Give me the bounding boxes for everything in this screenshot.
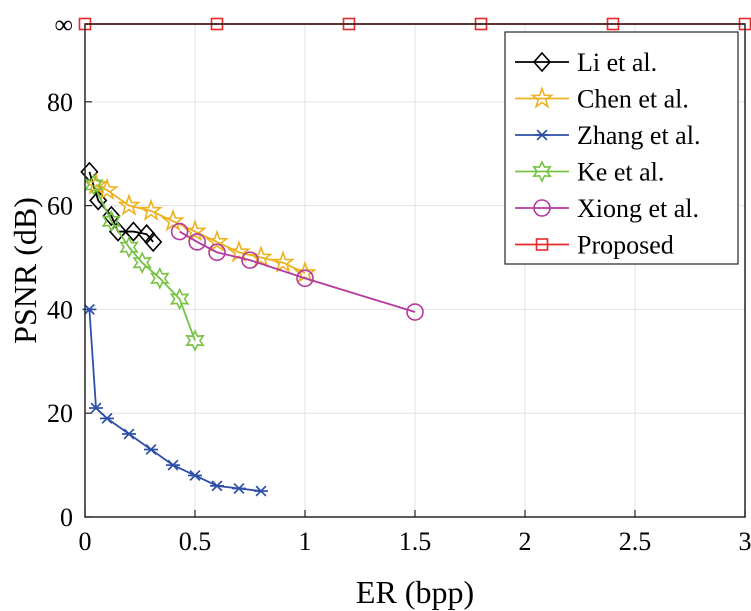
data-point-zhang-et-al	[166, 459, 180, 471]
data-point-chen-et-al	[161, 208, 185, 232]
data-point-chen-et-al	[249, 245, 273, 268]
data-point-li-et-al	[144, 231, 163, 253]
series-line-xiong-et-al	[179, 230, 416, 313]
series-zhang-et-al	[82, 303, 268, 497]
legend-item-ke-et-al: Ke et al.	[515, 158, 664, 187]
series-xiong-et-al	[170, 222, 424, 321]
legend-marker	[530, 86, 554, 109]
data-point-ke-et-al	[119, 235, 139, 259]
data-point-ke-et-al	[132, 251, 153, 275]
data-point-li-et-al	[102, 205, 121, 227]
y-axis-label: PSNR (dB)	[7, 197, 43, 344]
plot-frame	[84, 23, 746, 518]
legend-label: Xiong et al.	[577, 194, 699, 223]
legend-marker	[535, 129, 549, 141]
data-point-zhang-et-al	[144, 444, 158, 456]
legend-label: Zhang et al.	[577, 121, 700, 150]
legend-marker	[532, 51, 552, 73]
data-point-xiong-et-al	[170, 222, 189, 241]
data-point-xiong-et-al	[188, 233, 206, 251]
data-point-chen-et-al	[271, 250, 295, 273]
legend: Li et al. Chen et al. Zhang et al. Ke et al…	[504, 31, 739, 265]
data-point-ke-et-al	[185, 329, 205, 352]
y-tick-label: ∞	[54, 10, 73, 39]
legend-label: Li et al.	[577, 48, 657, 77]
legend-item-li-et-al: Li et al.	[515, 48, 657, 77]
data-point-xiong-et-al	[406, 303, 424, 321]
series-ke-et-al	[83, 173, 205, 352]
data-point-zhang-et-al	[254, 485, 268, 497]
data-point-zhang-et-al	[89, 402, 103, 414]
x-tick-label: 2.5	[619, 527, 652, 556]
data-point-chen-et-al	[117, 193, 141, 216]
data-point-xiong-et-al	[208, 243, 226, 262]
y-tick-label: 60	[47, 192, 73, 221]
data-point-zhang-et-al	[210, 480, 224, 492]
x-tick-label: 0.5	[179, 527, 212, 556]
data-point-zhang-et-al	[232, 482, 246, 494]
data-point-zhang-et-al	[100, 412, 114, 424]
data-point-chen-et-al	[183, 219, 207, 242]
series-line-zhang-et-al	[88, 309, 262, 492]
legend-marker	[535, 238, 549, 251]
x-tick-label: 2	[519, 527, 532, 556]
x-tick-label: 1	[299, 527, 312, 556]
legend-item-proposed: Proposed	[515, 231, 674, 260]
y-tick-label: 40	[47, 295, 73, 324]
data-point-zhang-et-al	[122, 428, 136, 440]
data-point-chen-et-al	[227, 239, 251, 263]
legend-item-xiong-et-al: Xiong et al.	[515, 194, 699, 223]
legend-label: Chen et al.	[577, 85, 689, 114]
legend-marker	[532, 160, 552, 183]
legend-label: Ke et al.	[577, 158, 664, 187]
data-point-chen-et-al	[205, 229, 229, 253]
data-point-xiong-et-al	[296, 269, 314, 288]
axis-ticks: 0 0.5 1 1.5 2 2.5 3 0 20 40 60 80 ∞	[47, 10, 751, 556]
x-axis-label: ER (bpp)	[356, 574, 474, 610]
legend-label: Proposed	[577, 231, 674, 260]
series-chen-et-al	[84, 172, 317, 284]
data-point-li-et-al	[124, 221, 143, 242]
x-tick-label: 3	[739, 527, 751, 556]
data-point-ke-et-al	[169, 287, 190, 311]
y-tick-label: 80	[47, 88, 73, 117]
data-point-ke-et-al	[149, 266, 170, 290]
y-tick-label: 20	[47, 399, 73, 428]
y-tick-label: 0	[60, 503, 73, 532]
series-line-ke-et-al	[92, 184, 196, 341]
series-line-chen-et-al	[95, 184, 306, 274]
data-point-zhang-et-al	[188, 469, 202, 481]
legend-box	[504, 31, 739, 265]
x-tick-label: 1.5	[399, 527, 432, 556]
x-tick-label: 0	[79, 527, 92, 556]
legend-marker	[533, 199, 551, 217]
data-point-chen-et-al	[139, 198, 163, 221]
legend-item-chen-et-al: Chen et al.	[515, 85, 689, 114]
data-point-chen-et-al	[293, 260, 317, 284]
legend-item-zhang-et-al: Zhang et al.	[515, 121, 700, 150]
data-point-xiong-et-al	[241, 251, 259, 269]
data-point-ke-et-al	[101, 209, 122, 233]
